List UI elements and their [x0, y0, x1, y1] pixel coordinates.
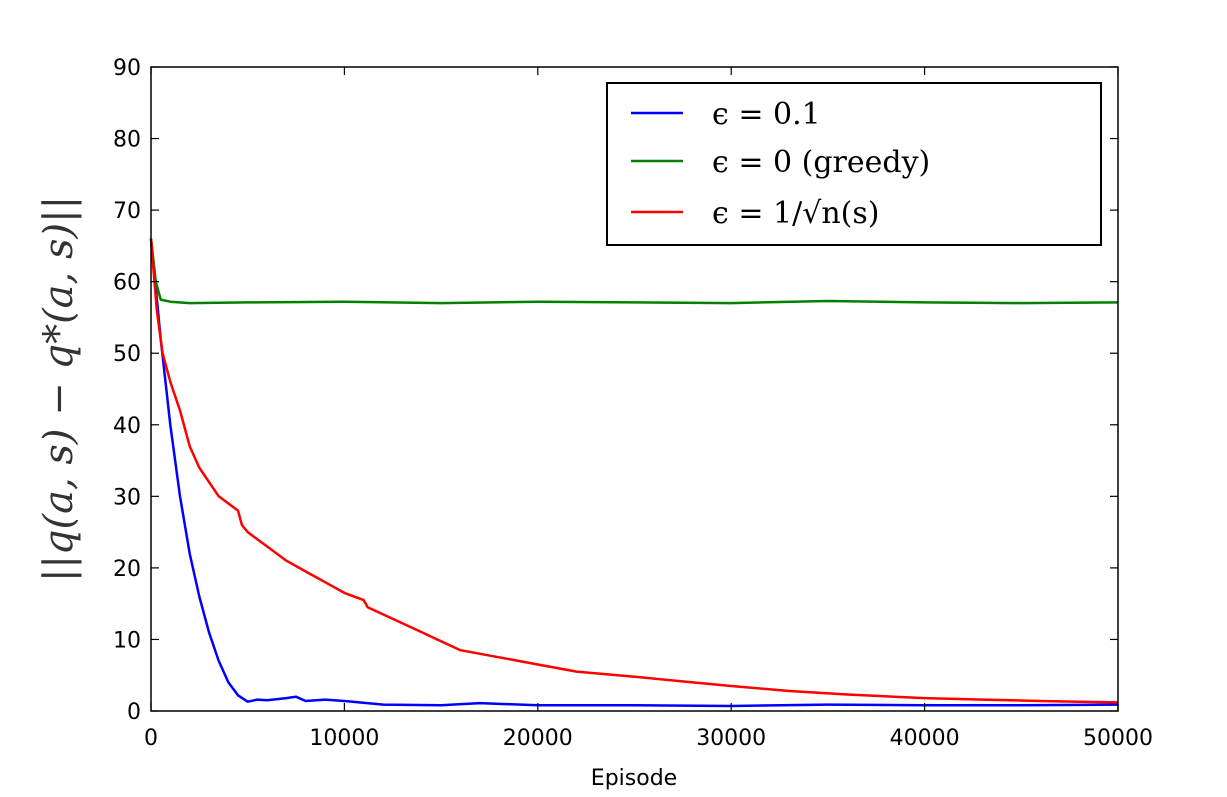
- y-tick-label: 80: [113, 128, 141, 153]
- legend-label-greedy: ϵ = 0 (greedy): [712, 145, 930, 180]
- y-tick-label: 50: [113, 342, 141, 367]
- y-tick-label: 60: [113, 271, 141, 296]
- x-axis-label: Episode: [591, 766, 677, 791]
- series-line-0: [149, 238, 1119, 708]
- y-axis-label: ||q(a, s) − q*(a, s)||: [36, 196, 82, 582]
- legend-box: [606, 82, 1102, 246]
- y-tick-label: 0: [127, 700, 141, 725]
- series-line-2: [149, 238, 1119, 704]
- legend: ϵ = 0.1 ϵ = 0 (greedy) ϵ = 1/√n(s): [606, 82, 1102, 246]
- plot-frame: [150, 66, 1119, 712]
- tick-layer: 0 10000 20000 30000 40000 50000 0 10 20 30 40 50 60 7…: [113, 56, 1153, 751]
- x-tick-label: 20000: [503, 726, 573, 751]
- y-tick-label: 70: [113, 199, 141, 224]
- x-tick-label: 50000: [1083, 726, 1153, 751]
- legend-label-inverse-sqrt: ϵ = 1/√n(s): [712, 196, 879, 231]
- series-layer: [149, 238, 1119, 708]
- y-tick-label: 20: [113, 557, 141, 582]
- series-line-1: [149, 238, 1119, 305]
- y-tick-label: 40: [113, 414, 141, 439]
- x-tick-label: 40000: [890, 726, 960, 751]
- x-tick-label: 0: [144, 726, 158, 751]
- y-tick-label: 30: [113, 485, 141, 510]
- x-tick-label: 30000: [696, 726, 766, 751]
- y-tick-label: 90: [113, 56, 141, 81]
- x-tick-label: 10000: [309, 726, 379, 751]
- y-tick-label: 10: [113, 628, 141, 653]
- legend-label-epsilon-0.1: ϵ = 0.1: [712, 97, 821, 132]
